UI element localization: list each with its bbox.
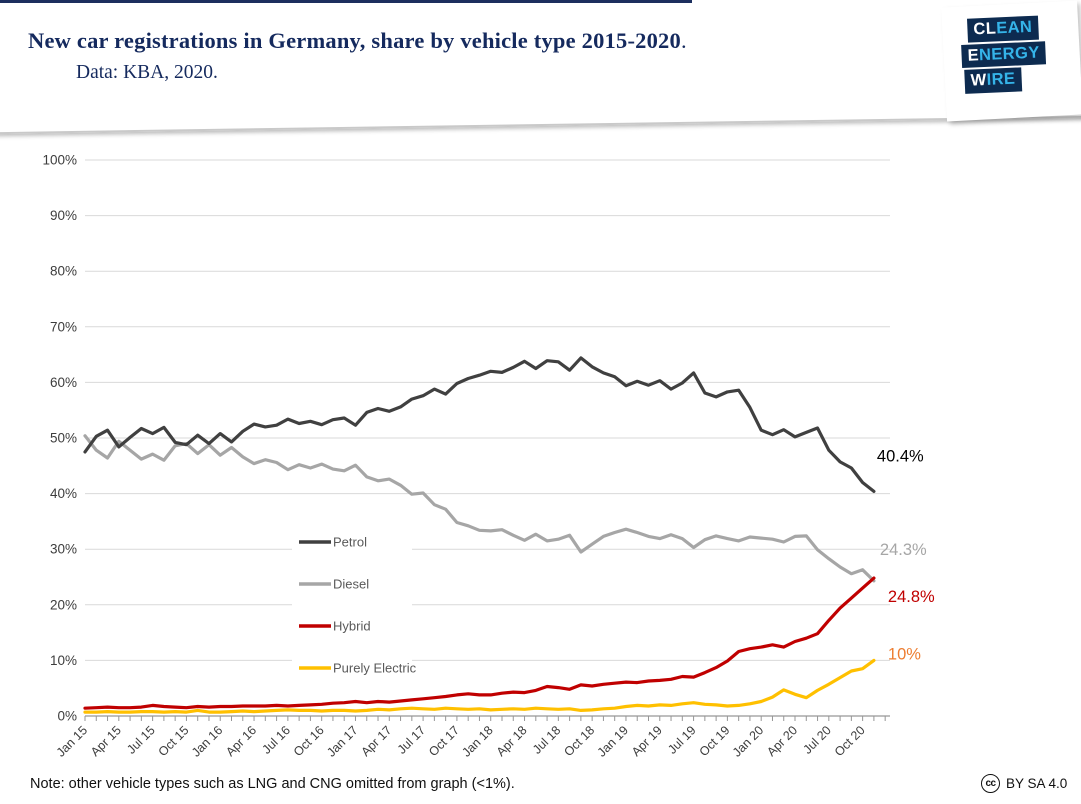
x-axis-tick-label: Jan 18	[459, 723, 495, 759]
legend-background	[292, 530, 412, 684]
x-axis-tick-label: Apr 19	[629, 723, 665, 759]
clean-energy-wire-logo: CLEAN ENERGY WIRE	[960, 15, 1047, 95]
x-axis-tick-label: Jan 15	[54, 723, 90, 759]
x-axis-tick-label: Oct 15	[156, 723, 192, 759]
series-line-hybrid	[83, 576, 876, 710]
x-axis-tick-label: Jan 16	[189, 723, 225, 759]
x-axis-tick-label: Oct 17	[426, 723, 462, 759]
x-axis-tick-label: Apr 17	[358, 723, 394, 759]
end-value-label-hybrid: 24.8%	[888, 588, 935, 606]
y-axis-tick-label: 10%	[50, 653, 77, 668]
end-value-label-purely-electric: 10%	[888, 645, 921, 663]
x-axis-tick-label: Jan 20	[730, 723, 766, 759]
y-axis-tick-label: 80%	[50, 264, 77, 279]
x-axis-tick-label: Jan 19	[595, 723, 631, 759]
series-line-purely-electric	[83, 658, 876, 714]
x-axis-tick-label: Jul 19	[665, 723, 699, 757]
y-axis-tick-label: 100%	[42, 153, 77, 168]
x-axis-tick-label: Oct 20	[832, 723, 868, 759]
footnote: Note: other vehicle types such as LNG an…	[30, 776, 515, 792]
x-axis-tick-label: Apr 20	[764, 723, 800, 759]
logo-row-energy: ENERGY	[961, 40, 1047, 68]
y-axis-tick-label: 90%	[50, 208, 77, 223]
legend-label-petrol: Petrol	[333, 535, 367, 550]
y-axis-tick-label: 0%	[57, 709, 77, 724]
x-axis-tick-label: Jul 16	[259, 723, 293, 757]
series-line-petrol	[83, 356, 876, 493]
y-axis-tick-label: 50%	[50, 431, 77, 446]
x-axis-tick-label: Apr 15	[88, 723, 124, 759]
line-chart: 0%10%20%30%40%50%60%70%80%90%100%Jan 15A…	[42, 153, 935, 760]
x-axis-tick-label: Jul 20	[800, 723, 834, 757]
x-axis-tick-label: Oct 16	[291, 723, 327, 759]
y-axis-tick-label: 70%	[50, 319, 77, 334]
legend-label-hybrid: Hybrid	[333, 619, 371, 634]
page-title-text: New car registrations in Germany, share …	[28, 28, 681, 53]
y-axis-tick-label: 60%	[50, 375, 77, 390]
y-axis-tick-label: 40%	[50, 486, 77, 501]
legend-label-diesel: Diesel	[333, 577, 369, 592]
page-title-period: .	[680, 28, 687, 53]
x-axis-tick-label: Jul 17	[395, 723, 429, 757]
logo-row-wire: WIRE	[964, 67, 1022, 94]
data-source-subtitle: Data: KBA, 2020.	[76, 62, 218, 83]
y-axis-tick-label: 20%	[50, 597, 77, 612]
y-axis-tick-label: 30%	[50, 542, 77, 557]
series-line-diesel	[83, 434, 876, 583]
cc-icon: cc	[981, 774, 1000, 793]
x-axis-tick-label: Apr 18	[494, 723, 530, 759]
license-text: BY SA 4.0	[1006, 776, 1068, 791]
end-value-label-diesel: 24.3%	[880, 541, 927, 559]
x-axis-tick-label: Oct 18	[561, 723, 597, 759]
end-value-label-petrol: 40.4%	[877, 447, 924, 465]
page-title: New car registrations in Germany, share …	[28, 28, 687, 54]
x-axis-tick-label: Jul 15	[124, 723, 158, 757]
x-axis-tick-label: Oct 19	[697, 723, 733, 759]
legend-label-purely-electric: Purely Electric	[333, 661, 417, 676]
top-accent-strip	[0, 0, 692, 3]
x-axis-tick-label: Jan 17	[324, 723, 360, 759]
logo-row-clean: CLEAN	[966, 15, 1039, 43]
x-axis-tick-label: Apr 16	[223, 723, 259, 759]
x-axis-tick-label: Jul 18	[530, 723, 564, 757]
license-badge: cc BY SA 4.0	[981, 774, 1067, 793]
